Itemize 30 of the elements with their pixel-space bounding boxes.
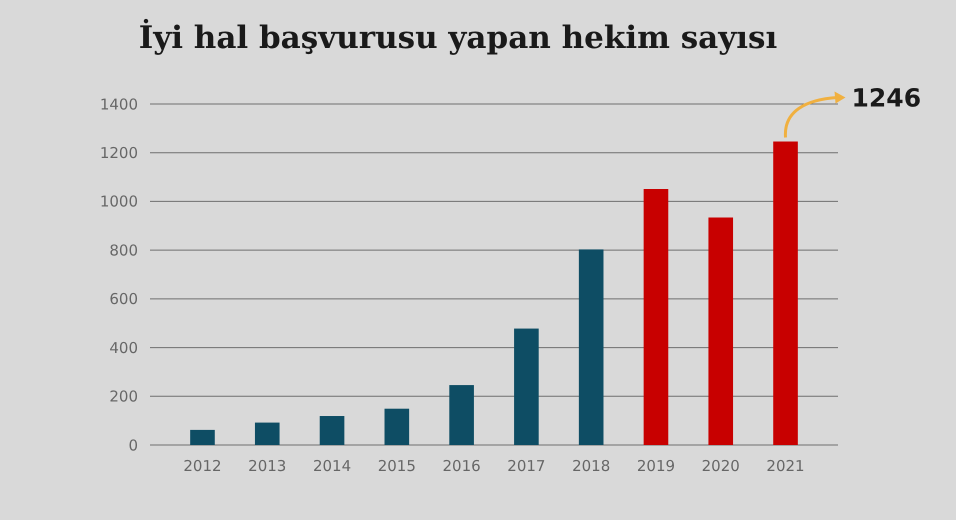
x-tick-label: 2020 — [702, 457, 740, 475]
bar — [254, 422, 280, 445]
x-tick-label: 2016 — [442, 457, 481, 475]
y-tick-label: 0 — [128, 436, 138, 454]
bar — [320, 416, 344, 445]
x-tick-label: 2015 — [378, 457, 416, 475]
bar — [773, 142, 798, 445]
x-tick-label: 2014 — [312, 457, 352, 475]
chart-title: İyi hal başvurusu yapan hekim sayısı — [138, 18, 778, 56]
x-tick-label: 2018 — [572, 457, 610, 475]
annotation: 1246 — [852, 83, 922, 112]
x-tick-label: 2019 — [636, 457, 676, 475]
y-tick-label: 400 — [109, 338, 138, 357]
bar — [190, 430, 215, 445]
y-tick-label: 1200 — [100, 144, 138, 162]
y-tick-label: 1000 — [100, 192, 138, 211]
x-tick-label: 2013 — [248, 457, 286, 475]
bar — [578, 249, 604, 445]
y-tick-label: 1400 — [100, 95, 138, 114]
y-tick-label: 800 — [109, 241, 138, 260]
bar — [708, 218, 734, 445]
bar — [514, 328, 539, 445]
y-tick-label: 600 — [109, 290, 138, 308]
y-tick-label: 200 — [109, 388, 138, 406]
bar — [384, 408, 410, 445]
x-tick-label: 2012 — [183, 457, 222, 475]
bar — [449, 385, 474, 445]
x-tick-label: 2021 — [766, 457, 805, 475]
bar — [644, 189, 668, 445]
x-tick-label: 2017 — [507, 457, 546, 475]
